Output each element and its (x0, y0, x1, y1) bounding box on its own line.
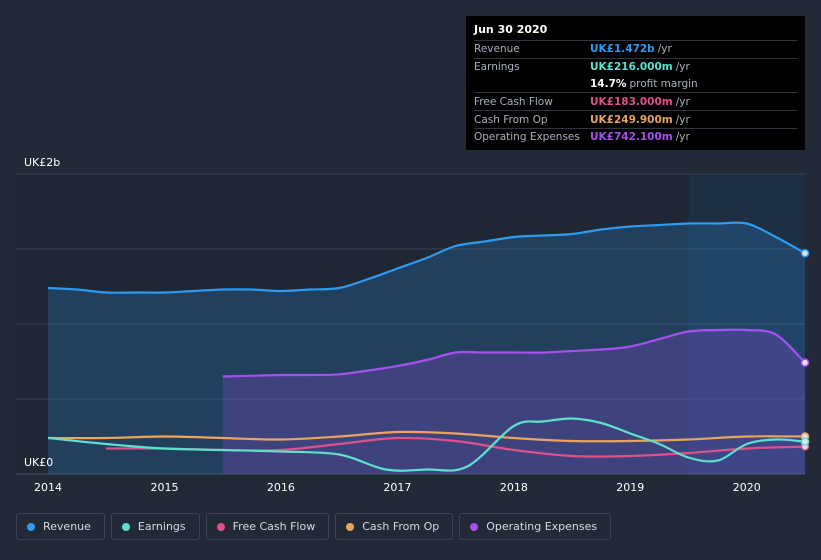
y-axis-top-label: UK£2b (24, 156, 60, 169)
series-line-cash-from-op (47, 430, 806, 443)
series-line-operating-expenses (222, 328, 806, 378)
grid-lines (16, 173, 805, 475)
legend-label: Operating Expenses (486, 520, 598, 533)
series-line-revenue (47, 221, 806, 294)
tooltip-value: UK£183.000m (590, 95, 673, 108)
tooltip-label: Cash From Op (474, 113, 548, 126)
legend-dot-icon (121, 522, 130, 531)
tooltip-label: Earnings (474, 61, 520, 74)
tooltip-row-revenue: Revenue UK£1.472b /yr (474, 40, 797, 58)
x-tick-label: 2015 (150, 481, 178, 494)
legend-label: Earnings (137, 520, 186, 533)
tooltip-value: UK£216.000m (590, 61, 673, 74)
tooltip-value: UK£1.472b (590, 43, 655, 56)
legend-label: Revenue (43, 520, 91, 533)
legend-dot-icon (470, 522, 479, 531)
tooltip-row-cash-from-op: Cash From Op UK£249.900m /yr (474, 110, 797, 128)
tooltip-row-operating-expenses: Operating Expenses UK£742.100m /yr (474, 127, 797, 146)
tooltip-unit: /yr (675, 61, 690, 74)
legend-item-cash-from-op[interactable]: Cash From Op (335, 513, 454, 540)
legend-item-revenue[interactable]: Revenue (16, 513, 105, 540)
tooltip-value: UK£742.100m (590, 131, 673, 144)
legend-dot-icon (346, 522, 355, 531)
tooltip-row-profit-margin: 14.7% profit margin (474, 76, 797, 93)
legend-label: Free Cash Flow (232, 520, 316, 533)
legend-dot-icon (27, 522, 35, 531)
legend-label: Cash From Op (362, 520, 440, 533)
series-area-revenue (48, 222, 805, 474)
x-tick-label: 2014 (34, 481, 62, 494)
tooltip-unit: profit margin (629, 77, 698, 90)
chart-area: 2014 2015 2016 2017 2018 2019 2020 UK£2b UK£0 (16, 156, 810, 494)
legend-item-free-cash-flow[interactable]: Free Cash Flow (205, 513, 330, 540)
legend-dot-icon (216, 522, 225, 531)
x-tick-label: 2019 (616, 481, 644, 494)
tooltip: Jun 30 2020 Revenue UK£1.472b /yr Earnin… (466, 16, 805, 150)
series-layer (47, 221, 810, 474)
series-end-marker-operating-expenses (800, 358, 810, 367)
legend: Revenue Earnings Free Cash Flow Cash Fro… (16, 513, 612, 540)
x-tick-label: 2018 (500, 481, 528, 494)
tooltip-unit: /yr (675, 131, 690, 144)
tooltip-unit: /yr (657, 43, 672, 56)
tooltip-row-free-cash-flow: Free Cash Flow UK£183.000m /yr (474, 92, 797, 110)
tooltip-value: UK£249.900m (590, 113, 673, 126)
legend-item-earnings[interactable]: Earnings (110, 513, 200, 540)
tooltip-date: Jun 30 2020 (474, 23, 548, 36)
y-axis-bottom-label: UK£0 (24, 456, 53, 469)
series-area-operating-expenses (222, 329, 805, 474)
x-tick-label: 2017 (383, 481, 411, 494)
x-tick-label: 2016 (267, 481, 295, 494)
x-axis: 2014 2015 2016 2017 2018 2019 2020 (34, 481, 761, 494)
series-end-marker-earnings (800, 437, 810, 446)
x-tick-label: 2020 (733, 481, 761, 494)
series-line-earnings (47, 417, 806, 472)
legend-item-operating-expenses[interactable]: Operating Expenses (459, 513, 612, 540)
tooltip-value: 14.7% (590, 77, 627, 90)
tooltip-label: Revenue (474, 43, 520, 56)
tooltip-label: Operating Expenses (474, 131, 580, 144)
tooltip-unit: /yr (675, 95, 690, 108)
tooltip-row-earnings: Earnings UK£216.000m /yr (474, 57, 797, 76)
series-end-marker-revenue (800, 248, 810, 258)
tooltip-unit: /yr (675, 113, 690, 126)
tooltip-label: Free Cash Flow (474, 95, 553, 108)
